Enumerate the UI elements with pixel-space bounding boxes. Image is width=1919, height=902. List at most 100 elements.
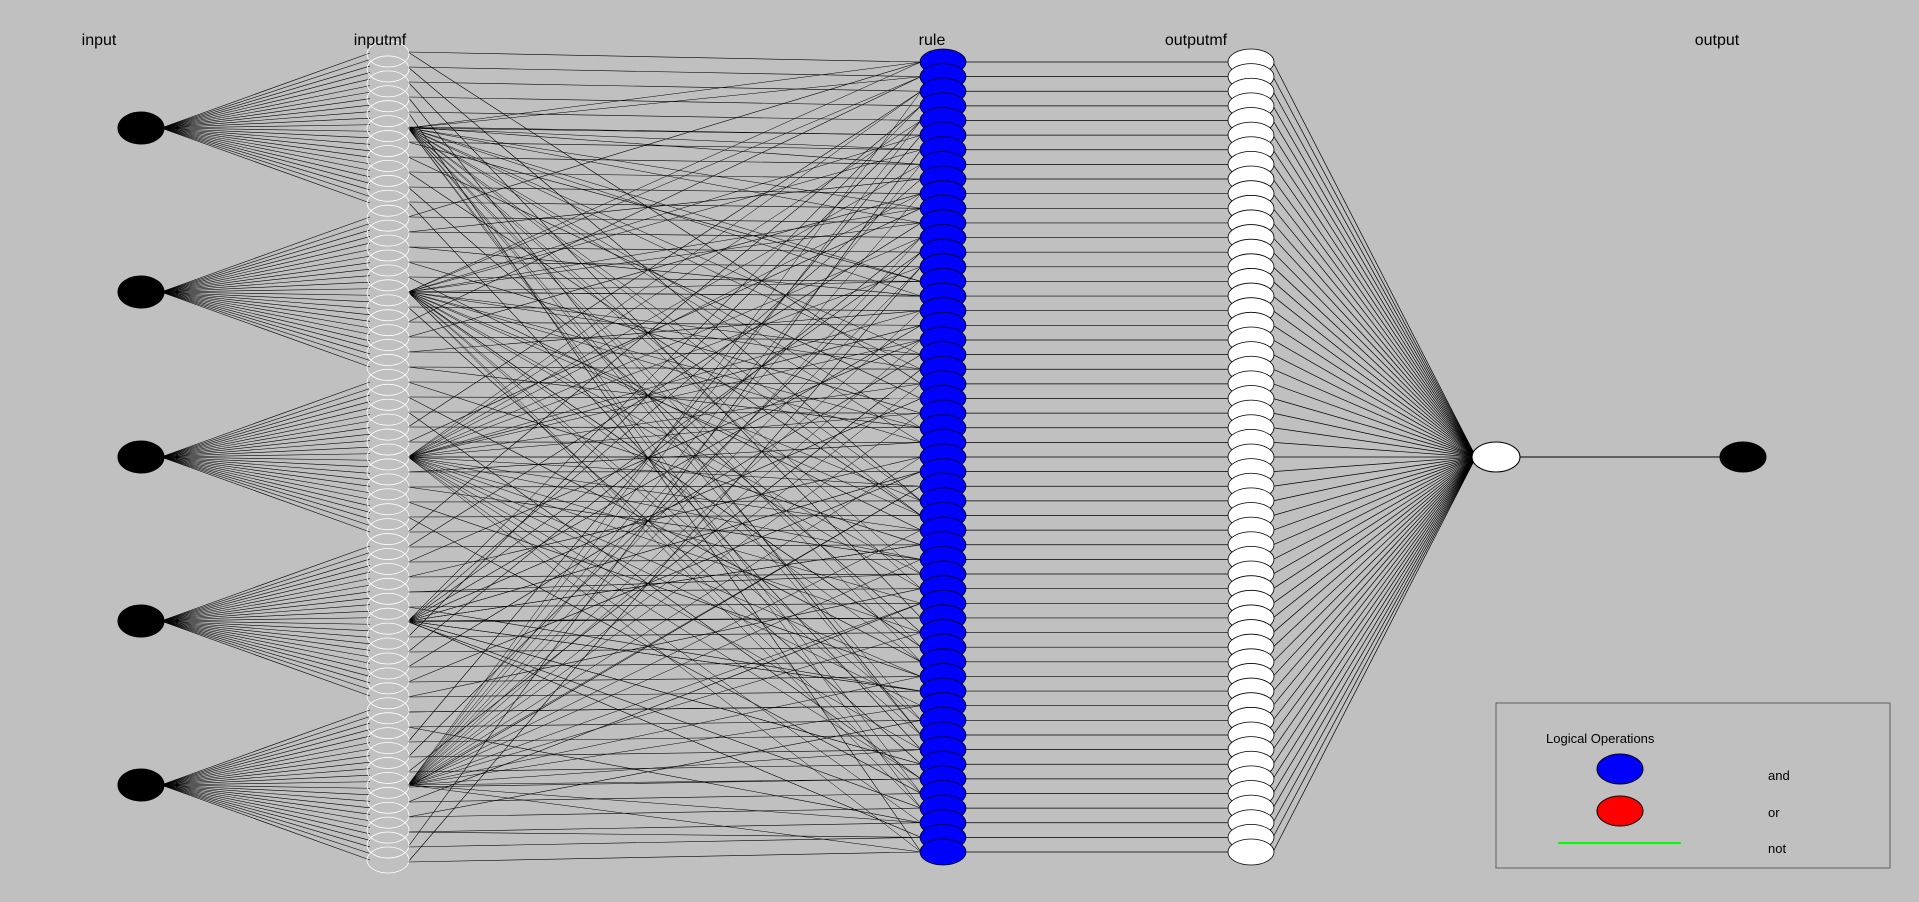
input-inputmf-edge (160, 456, 371, 500)
outputmf-aggregate-edge (1272, 456, 1477, 531)
column-label-output: output (1695, 32, 1740, 49)
inputmf-rule-edge (407, 411, 922, 414)
input-inputmf-edge (160, 456, 371, 520)
inputmf-rule-edge (407, 661, 922, 668)
inputmf-rule-edge (407, 164, 922, 458)
inputmf-rule-edge (407, 127, 922, 282)
inputmf-rule-edge (407, 216, 922, 224)
outputmf-aggregate-edge (1272, 456, 1477, 823)
input-inputmf-edge (160, 735, 371, 786)
inputmf-node (366, 40, 410, 68)
inputmf-rule-edge (407, 676, 922, 683)
input-inputmf-edge (160, 414, 371, 458)
inputmf-rule-edge (407, 201, 922, 750)
inputmf-rule-edge (407, 222, 922, 548)
inputmf-rule-edge (407, 281, 922, 293)
inputmf-rule-edge (407, 291, 922, 297)
input-inputmf-edge (160, 127, 371, 165)
input-inputmf-edge (160, 584, 371, 622)
input-inputmf-edge (160, 255, 371, 293)
input-inputmf-edge (160, 716, 371, 786)
input-inputmf-edge (160, 620, 371, 645)
aggregate-node (1471, 441, 1521, 473)
inputmf-rule-edge (407, 306, 922, 765)
inputmf-rule-edge (407, 325, 922, 458)
input-inputmf-edge (160, 545, 371, 622)
inputmf-rule-edge (407, 237, 922, 653)
inputmf-node (366, 846, 410, 874)
input-inputmf-edge (160, 124, 371, 129)
input-inputmf-edge (160, 620, 371, 677)
inputmf-node (366, 458, 410, 486)
outputmf-aggregate-edge (1272, 456, 1477, 706)
input-inputmf-edge (160, 578, 371, 622)
outputmf-aggregate-edge (1272, 456, 1477, 794)
column-label-inputmf: inputmf (354, 32, 407, 49)
inputmf-rule-edge (407, 456, 922, 604)
inputmf-rule-edge (407, 515, 922, 518)
inputmf-node (366, 548, 410, 575)
inputmf-rule-edge (407, 456, 922, 560)
inputmf-rule-edge (407, 529, 922, 786)
inputmf-rule-edge (407, 76, 922, 293)
inputmf-rule-edge (407, 276, 922, 531)
inputmf-rule-edge (407, 291, 922, 428)
inputmf-node (366, 786, 410, 814)
inputmf-rule-edge (407, 291, 922, 575)
inputmf-node (366, 831, 410, 859)
input-inputmf-edge (160, 388, 371, 458)
inputmf-rule-edge (407, 291, 922, 663)
inputmf-node (366, 682, 410, 710)
inputmf-node (366, 488, 410, 516)
input-inputmf-edge (160, 291, 371, 361)
inputmf-node (366, 577, 410, 605)
inputmf-rule-edge (407, 310, 922, 458)
input-inputmf-edge (160, 291, 371, 355)
inputmf-node (366, 70, 410, 98)
input-inputmf-edge (160, 433, 371, 458)
inputmf-rule-edge (407, 261, 922, 414)
input-inputmf-edge (160, 784, 371, 802)
inputmf-rule-edge (407, 620, 922, 692)
inputmf-rule-edge (407, 66, 922, 502)
inputmf-rule-edge (407, 321, 922, 326)
inputmf-rule-edge (407, 76, 922, 323)
input-inputmf-edge (160, 427, 371, 458)
input-inputmf-edge (160, 552, 371, 622)
inputmf-node (366, 115, 410, 143)
inputmf-rule-edge (407, 120, 922, 458)
input-inputmf-edge (160, 65, 371, 129)
input-inputmf-edge (160, 291, 371, 342)
inputmf-rule-edge (407, 91, 922, 428)
input-inputmf-edge (160, 268, 371, 293)
outputmf-aggregate-edge (1272, 266, 1477, 458)
outputmf-node (1227, 838, 1275, 866)
input-inputmf-edge (160, 456, 371, 533)
inputmf-rule-edge (407, 398, 922, 622)
inputmf-rule-edge (407, 178, 922, 622)
inputmf-rule-edge (407, 261, 922, 268)
outputmf-aggregate-edge (1272, 164, 1477, 458)
input-inputmf-edge (160, 440, 371, 458)
inputmf-rule-edge (407, 66, 922, 77)
outputmf-aggregate-edge (1272, 354, 1477, 458)
inputmf-node (366, 742, 410, 769)
input-inputmf-edge (160, 784, 371, 815)
inputmf-rule-edge (407, 105, 922, 533)
inputmf-node (366, 219, 410, 247)
inputmf-node (366, 354, 410, 381)
input-inputmf-edge (160, 127, 371, 204)
input-inputmf-edge (160, 620, 371, 632)
inputmf-rule-edge (407, 208, 922, 293)
inputmf-rule-edge (407, 396, 922, 663)
inputmf-rule-edge (407, 456, 922, 677)
outputmf-aggregate-edge (1272, 456, 1477, 502)
input-inputmf-edge (160, 407, 371, 458)
inputmf-rule-edge (407, 354, 922, 668)
input-inputmf-edge (160, 291, 371, 348)
input-inputmf-edge (160, 127, 371, 184)
input-inputmf-edge (160, 774, 371, 786)
input-node (117, 440, 165, 474)
inputmf-rule-edge (407, 368, 922, 773)
input-inputmf-edge (160, 456, 371, 526)
